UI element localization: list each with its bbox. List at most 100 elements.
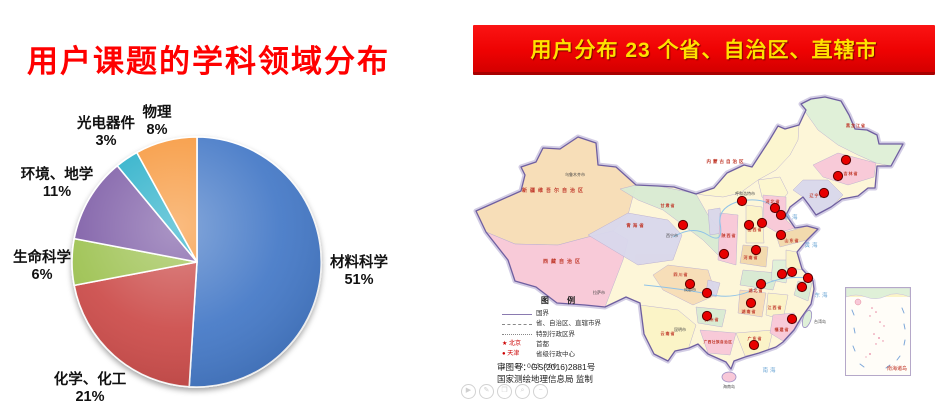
legend-row: ★ 北京 首都 bbox=[502, 340, 622, 350]
user-dot-太原 bbox=[743, 219, 755, 231]
pie-label-生命科学: 生命科学 6% bbox=[13, 248, 71, 283]
legend-symbol-province bbox=[502, 323, 532, 325]
province-label: 广西壮族自治区 bbox=[704, 339, 733, 344]
sea-label: 黄海 bbox=[804, 241, 819, 249]
map-publisher: 国家测绘地理信息局 监制 bbox=[497, 374, 593, 385]
legend-rows: 国界 省、自治区、直辖市界 特别行政区界 ★ 北京 首都 ● 天津 省级行政中心 bbox=[502, 309, 622, 359]
legend-symbol-sar bbox=[502, 334, 532, 336]
province-label: 甘肃省 bbox=[661, 202, 676, 208]
taiwan-island bbox=[801, 309, 813, 329]
province-label: 山东省 bbox=[785, 237, 800, 243]
zoom-icon[interactable]: ⌕ bbox=[515, 384, 530, 399]
province-patch bbox=[699, 329, 737, 356]
province-label: 陕西省 bbox=[722, 232, 737, 238]
legend-symbol-dot: ● 天津 bbox=[502, 351, 520, 358]
viewer-toolbar: ▶ ✎ ❐ ⌕ − bbox=[461, 384, 548, 399]
inset-label: 南海诸岛 bbox=[887, 365, 907, 372]
pie-label-物理: 物理 8% bbox=[143, 103, 172, 138]
pie-label-光电器件: 光电器件 3% bbox=[76, 114, 135, 149]
user-dot-济南 bbox=[775, 229, 787, 241]
play-icon[interactable]: ▶ bbox=[461, 384, 476, 399]
city-label: 西宁市 bbox=[666, 232, 678, 238]
province-label: 青海省 bbox=[626, 222, 646, 229]
province-label: 广东省 bbox=[748, 335, 763, 341]
user-dot-长沙 bbox=[745, 297, 757, 309]
province-patch bbox=[812, 152, 877, 186]
country-border bbox=[475, 96, 904, 370]
sea-label: 南海 bbox=[762, 366, 777, 374]
user-dot-哈尔滨 bbox=[840, 154, 852, 166]
legend-row: 省、自治区、直辖市界 bbox=[502, 319, 622, 329]
city-label: 昆明市 bbox=[674, 326, 686, 332]
legend-symbol-star: ★ 北京 bbox=[502, 340, 522, 347]
legend-row: 国界 bbox=[502, 309, 622, 319]
province-patch bbox=[745, 204, 765, 244]
user-dot-武汉 bbox=[755, 278, 767, 290]
map-title-banner: 用户分布 23 个省、自治区、直辖市 bbox=[473, 25, 935, 75]
sea-label: 渤海 bbox=[784, 213, 799, 221]
province-label: 湖南省 bbox=[742, 308, 757, 314]
user-dot-西安 bbox=[718, 248, 730, 260]
map-legend: 图 例 国界 省、自治区、直辖市界 特别行政区界 ★ 北京 首都 ● 天津 省级行政中心 1… bbox=[502, 295, 622, 372]
province-patch bbox=[652, 264, 717, 306]
legend-row: 特别行政区界 bbox=[502, 330, 622, 340]
province-label: 湖北省 bbox=[749, 287, 764, 293]
legend-label: 省级行政中心 bbox=[536, 350, 575, 358]
user-dot-北京 bbox=[769, 202, 781, 214]
user-dot-呼和浩特 bbox=[736, 195, 748, 207]
province-label: 河南省 bbox=[744, 254, 759, 260]
province-label: 福建省 bbox=[774, 326, 790, 332]
map-scale: 1 : 22 000 000 bbox=[502, 362, 558, 370]
map-approval-note: 审图号：GS(2016)2881号 国家测绘地理信息局 监制 bbox=[497, 361, 595, 386]
province-patch bbox=[587, 212, 683, 266]
city-label: 台湾岛 bbox=[814, 318, 826, 324]
user-dot-重庆 bbox=[701, 287, 713, 299]
user-dot-沈阳 bbox=[818, 187, 830, 199]
user-dot-广州 bbox=[748, 339, 760, 351]
user-dot-长春 bbox=[832, 170, 844, 182]
user-dot-兰州 bbox=[677, 219, 689, 231]
legend-label: 特别行政区界 bbox=[536, 330, 575, 338]
pie-label-材料科学: 材料科学 51% bbox=[330, 253, 388, 288]
pie-labels: 材料科学 51% 化学、化工 21% 生命科学 6% 环境、地学 11% 光电器件 3% 物理 8% bbox=[13, 103, 388, 405]
user-dot-福州 bbox=[786, 313, 798, 325]
province-label: 吉林省 bbox=[844, 170, 859, 176]
user-dot-合肥 bbox=[776, 268, 788, 280]
province-label: 江西省 bbox=[768, 304, 783, 310]
user-dot-石家庄 bbox=[756, 217, 768, 229]
sea-label: 东海 bbox=[814, 291, 829, 299]
province-label: 新疆维吾尔自治区 bbox=[522, 187, 586, 194]
province-label: 贵州省 bbox=[705, 316, 720, 322]
city-label: 拉萨市 bbox=[593, 289, 605, 295]
city-label: 呼和浩特市 bbox=[735, 190, 755, 196]
province-label: 河北省 bbox=[766, 198, 781, 204]
pie-label-环境、地学: 环境、地学 11% bbox=[21, 165, 94, 200]
hainan-island bbox=[721, 371, 737, 383]
legend-label: 首都 bbox=[536, 340, 549, 348]
user-dot-贵阳 bbox=[701, 310, 713, 322]
user-dot-天津 bbox=[775, 209, 787, 221]
city-label: 乌鲁木齐市 bbox=[565, 171, 585, 177]
province-label: 内蒙古自治区 bbox=[707, 158, 746, 165]
province-label: 辽宁省 bbox=[810, 192, 825, 198]
legend-label: 国界 bbox=[536, 310, 549, 318]
user-site-dots bbox=[677, 154, 852, 351]
user-dot-南京 bbox=[786, 266, 798, 278]
map-approval-number: 审图号：GS(2016)2881号 bbox=[497, 362, 596, 372]
minus-icon[interactable]: − bbox=[533, 384, 548, 399]
province-label: 四川省 bbox=[674, 271, 689, 277]
legend-row: ● 天津 省级行政中心 bbox=[502, 350, 622, 360]
pie-slice-材料科学 bbox=[188, 136, 323, 388]
legend-symbol-national bbox=[502, 313, 532, 315]
province-label: 山西省 bbox=[748, 226, 763, 232]
pencil-icon[interactable]: ✎ bbox=[479, 384, 494, 399]
copy-icon[interactable]: ❐ bbox=[497, 384, 512, 399]
province-label: 黑龙江省 bbox=[846, 122, 866, 128]
user-dot-杭州 bbox=[796, 281, 808, 293]
user-dot-上海 bbox=[802, 272, 814, 284]
pie-chart-title: 用户课题的学科领域分布 bbox=[27, 44, 390, 79]
province-label: 西藏自治区 bbox=[543, 258, 583, 265]
